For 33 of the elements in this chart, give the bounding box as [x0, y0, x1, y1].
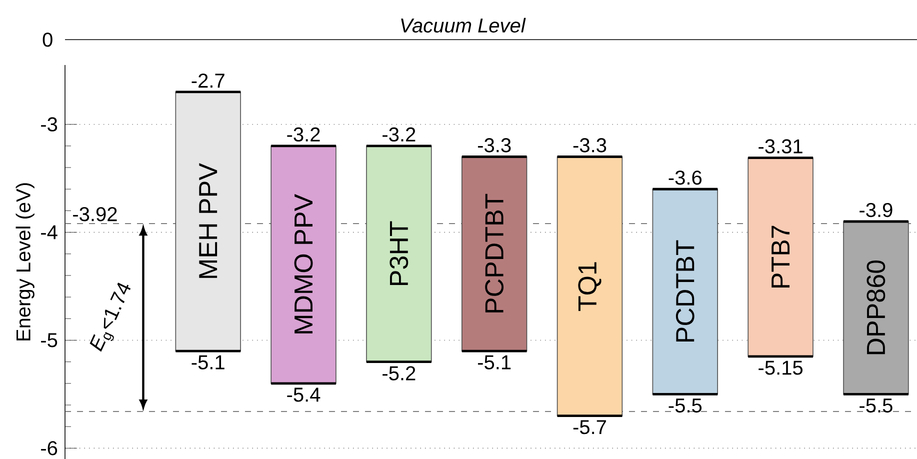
annotation: -3.31 [758, 139, 802, 154]
annotation: -5.2 [382, 366, 416, 380]
category-label: P3HT [390, 221, 408, 285]
y-tick-label: -3 [41, 117, 58, 132]
annotation: -5.1 [192, 355, 224, 370]
category-label: DPP860 [866, 260, 886, 354]
text: E$_{g}$<1.74 [90, 282, 131, 352]
category-label: PCDTBT [676, 240, 694, 342]
annotation: -5.1 [478, 355, 511, 370]
annotation: -3.2 [382, 127, 416, 142]
annotation: -5.5 [668, 398, 702, 413]
annotation: -5.4 [287, 388, 320, 402]
category-label: TQ1 [578, 262, 602, 311]
annotation: -2.7 [192, 74, 224, 88]
annotation: -3.6 [668, 170, 702, 185]
y-tick-label: -4 [41, 225, 58, 240]
annotation: -5.5 [860, 398, 892, 413]
y-axis-title: Energy Level (eV) [16, 183, 34, 340]
annotation: -5.15 [758, 360, 803, 375]
ref-line-label: -3.92 [73, 207, 117, 222]
annotation: -3.2 [287, 127, 320, 142]
annotation: -3.3 [478, 138, 511, 152]
y-tick-label: -5 [41, 333, 58, 348]
category-label: PTB7 [772, 226, 790, 288]
annotation: -3.3 [573, 138, 606, 152]
y-tick-label: -6 [41, 441, 58, 456]
text: 0 [42, 32, 52, 47]
text: Vacuum Level [401, 18, 526, 33]
annotation: -3.9 [860, 202, 892, 218]
category-label: PCPDTBT [485, 194, 504, 312]
category-label: MDMO PPV [294, 194, 313, 334]
category-label: MEH PPV [199, 163, 218, 278]
annotation: -5.7 [573, 420, 606, 434]
